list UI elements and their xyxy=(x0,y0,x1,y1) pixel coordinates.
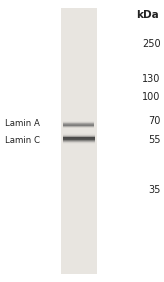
Bar xyxy=(63,138,95,139)
Bar xyxy=(61,8,97,274)
Text: Lamin A: Lamin A xyxy=(5,119,40,128)
Bar xyxy=(63,140,95,141)
Text: 250: 250 xyxy=(142,39,161,49)
Bar xyxy=(63,134,95,135)
Bar xyxy=(63,142,95,143)
Text: 100: 100 xyxy=(142,92,161,102)
Bar xyxy=(63,137,95,138)
Bar xyxy=(63,133,95,134)
Bar xyxy=(63,143,95,144)
Bar xyxy=(63,143,95,144)
Bar xyxy=(63,141,95,142)
Bar xyxy=(63,139,95,140)
Text: Lamin C: Lamin C xyxy=(5,136,40,145)
Text: 70: 70 xyxy=(148,116,161,126)
Text: 35: 35 xyxy=(148,185,161,195)
Bar xyxy=(63,136,95,137)
Text: kDa: kDa xyxy=(136,10,159,20)
Bar xyxy=(63,138,95,139)
Text: 55: 55 xyxy=(148,135,161,145)
Text: 130: 130 xyxy=(142,74,161,84)
Bar xyxy=(63,135,95,136)
